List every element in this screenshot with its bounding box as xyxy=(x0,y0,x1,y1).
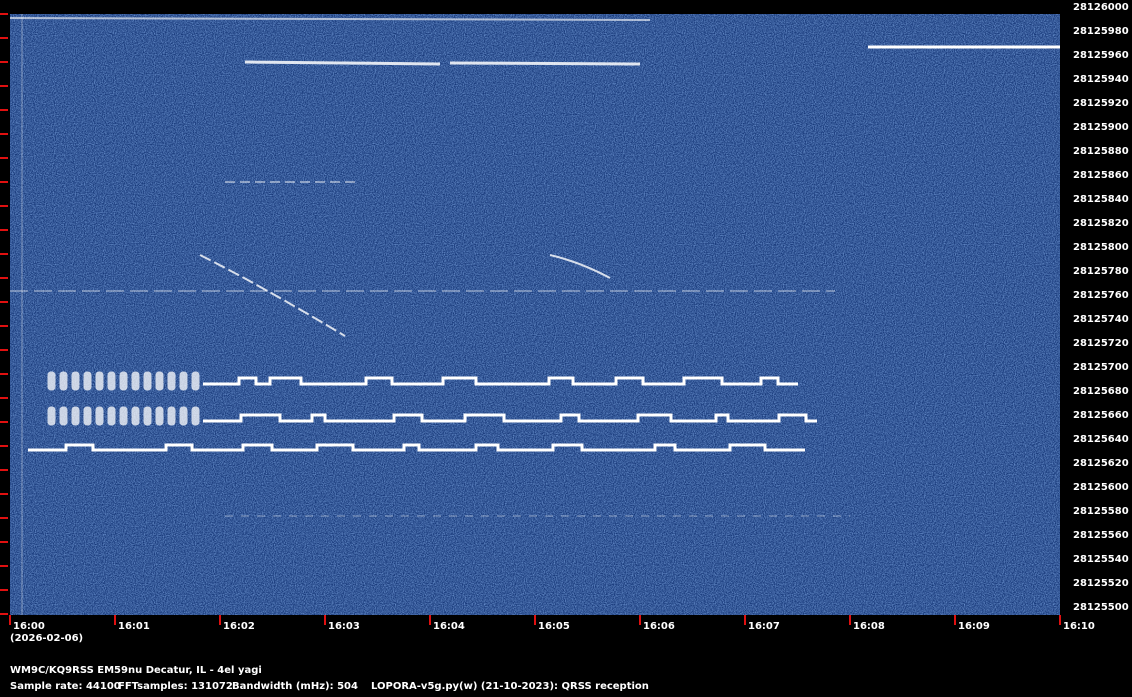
signal-burst xyxy=(131,371,140,391)
x-tick-label: 16:08 xyxy=(853,621,885,632)
y-tick-label: 28125840 xyxy=(1073,194,1129,205)
y-tick-label: 28125620 xyxy=(1073,458,1129,469)
y-tick-label: 28126000 xyxy=(1073,2,1129,13)
signal-trace xyxy=(244,60,641,66)
signal-burst xyxy=(119,371,128,391)
signal-burst xyxy=(107,371,116,391)
signal-burst xyxy=(71,406,80,426)
y-tick-label: 28125820 xyxy=(1073,218,1129,229)
signal-burst xyxy=(71,371,80,391)
y-tick-label: 28125880 xyxy=(1073,146,1129,157)
signal-burst xyxy=(95,371,104,391)
signal-burst xyxy=(59,371,68,391)
y-tick-label: 28125540 xyxy=(1073,554,1129,565)
y-tick-label: 28125800 xyxy=(1073,242,1129,253)
signal-burst xyxy=(155,406,164,426)
y-tick-label: 28125660 xyxy=(1073,410,1129,421)
station-label: WM9C/KQ9RSS EM59nu Decatur, IL - 4el yag… xyxy=(10,665,262,676)
y-tick-label: 28125560 xyxy=(1073,530,1129,541)
y-tick-label: 28125900 xyxy=(1073,122,1129,133)
x-tick-label: 16:02 xyxy=(223,621,255,632)
y-tick-label: 28125640 xyxy=(1073,434,1129,445)
signal-burst xyxy=(143,371,152,391)
signal-trace xyxy=(28,443,805,452)
y-tick-label: 28125960 xyxy=(1073,50,1129,61)
signal-burst xyxy=(191,371,200,391)
y-tick-label: 28125860 xyxy=(1073,170,1129,181)
y-tick-label: 28125760 xyxy=(1073,290,1129,301)
noise xyxy=(10,14,1060,615)
signal-burst xyxy=(59,406,68,426)
y-tick-label: 28125720 xyxy=(1073,338,1129,349)
signal-trace xyxy=(9,17,651,21)
signal-burst xyxy=(95,406,104,426)
signal-burst xyxy=(179,406,188,426)
footer-text: Bandwidth (mHz): 504 xyxy=(232,681,358,692)
y-tick-label: 28125940 xyxy=(1073,74,1129,85)
x-tick-label: 16:09 xyxy=(958,621,990,632)
y-tick-label: 28125920 xyxy=(1073,98,1129,109)
signal-burst xyxy=(107,406,116,426)
signal-burst xyxy=(167,371,176,391)
signal-burst xyxy=(143,406,152,426)
signal-burst xyxy=(83,406,92,426)
signal-burst xyxy=(179,371,188,391)
y-tick-label: 28125600 xyxy=(1073,482,1129,493)
x-tick-label: 16:05 xyxy=(538,621,570,632)
x-tick-label: 16:04 xyxy=(433,621,465,632)
footer-text: Sample rate: 44100 xyxy=(10,681,121,692)
x-tick-label: 16:10 xyxy=(1063,621,1095,632)
signal-burst xyxy=(119,406,128,426)
footer-text: FFTsamples: 131072 xyxy=(118,681,233,692)
signal-burst xyxy=(131,406,140,426)
y-tick-label: 28125980 xyxy=(1073,26,1129,37)
y-tick-label: 28125740 xyxy=(1073,314,1129,325)
y-tick-label: 28125700 xyxy=(1073,362,1129,373)
y-tick-label: 28125520 xyxy=(1073,578,1129,589)
y-tick-label: 28125500 xyxy=(1073,602,1129,613)
signal-trace xyxy=(203,376,798,386)
y-tick-label: 28125580 xyxy=(1073,506,1129,517)
x-tick-label: 16:06 xyxy=(643,621,675,632)
y-tick-label: 28125680 xyxy=(1073,386,1129,397)
signal-burst xyxy=(167,406,176,426)
signal-burst xyxy=(83,371,92,391)
signal-trace xyxy=(549,254,611,279)
x-tick-label: 16:03 xyxy=(328,621,360,632)
signal-trace xyxy=(199,254,346,337)
signal-burst xyxy=(155,371,164,391)
y-tick-label: 28125780 xyxy=(1073,266,1129,277)
signal-burst xyxy=(47,406,56,426)
signals xyxy=(9,14,1060,615)
signal-burst xyxy=(191,406,200,426)
x-tick-label: 16:00 xyxy=(13,621,45,632)
signal-trace xyxy=(203,413,817,423)
signal-burst xyxy=(47,371,56,391)
x-tick-label: 16:07 xyxy=(748,621,780,632)
footer-text: LOPORA-v5g.py(w) (21-10-2023): QRSS rece… xyxy=(371,681,649,692)
x-tick-label: 16:01 xyxy=(118,621,150,632)
date-label: (2026-02-06) xyxy=(10,633,83,644)
